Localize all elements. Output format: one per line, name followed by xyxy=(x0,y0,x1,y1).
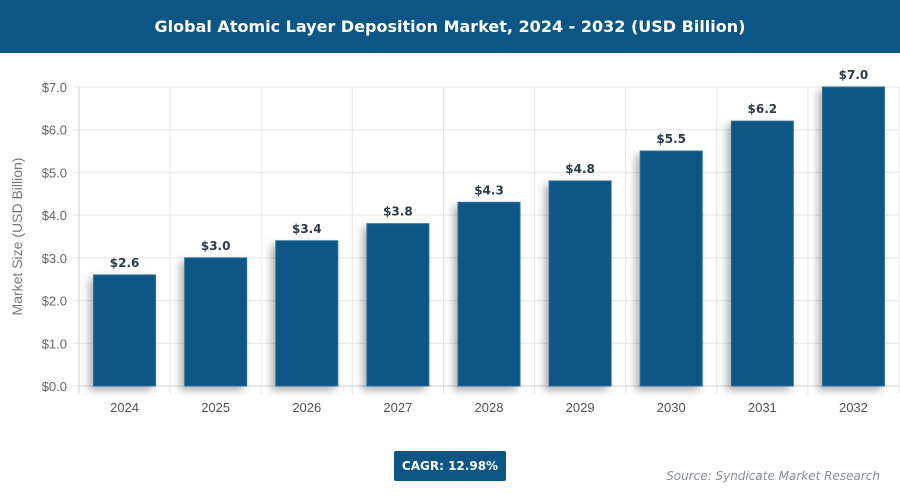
bar-2032 xyxy=(821,86,885,387)
data-label: $4.3 xyxy=(474,183,504,197)
y-tick-label: $7.0 xyxy=(42,80,67,95)
x-tick-label: 2030 xyxy=(657,400,686,415)
source-note: Source: Syndicate Market Research xyxy=(666,469,880,483)
y-tick-label: $1.0 xyxy=(42,336,67,351)
bar-2029 xyxy=(548,180,612,387)
bar-2025 xyxy=(184,257,248,387)
x-tick-label: 2028 xyxy=(475,400,504,415)
bar-2028 xyxy=(457,201,521,387)
data-label: $5.5 xyxy=(656,132,686,146)
bar-2030 xyxy=(639,150,703,387)
x-tick-label: 2025 xyxy=(201,400,230,415)
bar-2031 xyxy=(730,120,794,387)
data-label: $3.0 xyxy=(201,239,231,253)
chart-title: Global Atomic Layer Deposition Market, 2… xyxy=(0,0,900,53)
x-tick-label: 2031 xyxy=(748,400,777,415)
x-tick-label: 2032 xyxy=(839,400,868,415)
y-tick-label: $6.0 xyxy=(42,123,67,138)
data-label: $4.8 xyxy=(565,162,595,176)
y-tick-label: $3.0 xyxy=(42,251,67,266)
data-label: $7.0 xyxy=(839,68,869,82)
x-tick-label: 2027 xyxy=(383,400,412,415)
x-tick-label: 2026 xyxy=(292,400,321,415)
x-tick-label: 2024 xyxy=(110,400,139,415)
bar-chart: $0.0 $1.0 $2.0 $3.0 $4.0 $5.0 $6.0 $7.0 $2.6 2024… xyxy=(9,68,900,415)
y-tick-label: $0.0 xyxy=(42,379,67,394)
data-label: $3.8 xyxy=(383,205,413,219)
y-tick-label: $5.0 xyxy=(42,165,67,180)
y-axis-label: Market Size (USD Billion) xyxy=(9,158,25,316)
bar-2024 xyxy=(93,274,157,387)
bar-2027 xyxy=(366,223,430,387)
bar-2026 xyxy=(275,240,339,387)
cagr-badge: CAGR: 12.98% xyxy=(394,451,506,481)
data-label: $2.6 xyxy=(110,256,140,270)
x-tick-label: 2029 xyxy=(566,400,595,415)
data-label: $3.4 xyxy=(292,222,322,236)
y-tick-label: $4.0 xyxy=(42,208,67,223)
data-label: $6.2 xyxy=(748,102,778,116)
y-tick-label: $2.0 xyxy=(42,294,67,309)
